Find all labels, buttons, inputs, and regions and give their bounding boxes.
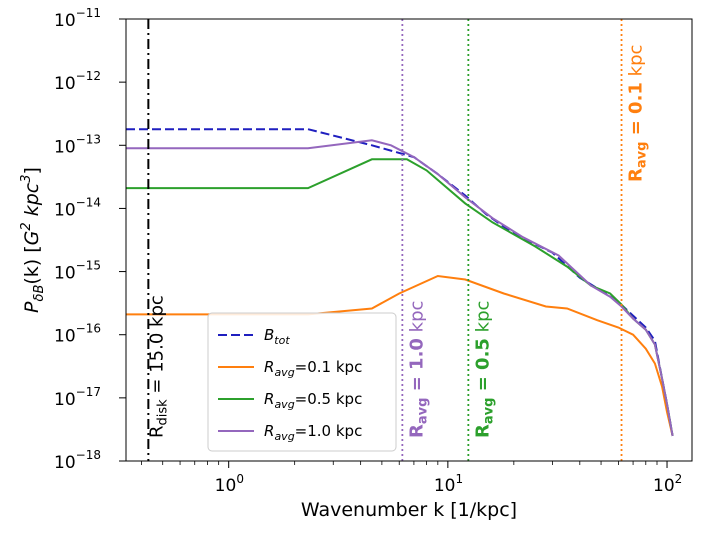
x-tick-label: 101 (434, 472, 463, 496)
y-tick-label: 10−15 (54, 259, 101, 284)
plot-frame (125, 18, 693, 462)
series-line-3 (126, 139, 674, 437)
y-tick-label: 10−12 (54, 69, 101, 94)
legend-entry-0: Btot (264, 326, 290, 347)
y-tick-label: 10−18 (54, 448, 101, 473)
legend-entry-1: Ravg=0.1 kpc (264, 358, 362, 379)
legend: Btot Ravg=0.1 kpc Ravg=0.5 kpc Ravg=1.0 kpc (207, 312, 397, 452)
y-tick-label: 10−13 (54, 132, 101, 157)
vline-label-R_avg_0.1: Ravg = 0.1 kpc (626, 45, 650, 182)
x-axis-label: Wavenumber k [1/kpc] (301, 499, 517, 521)
vline-label-R_avg_0.5: Ravg = 0.5 kpc (472, 301, 496, 438)
vline-label-R_disk: Rdisk = 15.0 kpc (146, 295, 170, 438)
vertical-marker-labels: Rdisk = 15.0 kpc Ravg = 1.0 kpc Ravg = 0.5… (146, 45, 649, 438)
y-tick-label: 10−17 (54, 385, 101, 410)
series-line-1 (126, 274, 674, 437)
plot-lines (126, 128, 674, 437)
vertical-marker-lines (147, 19, 623, 461)
vline-label-R_avg_1.0: Ravg = 1.0 kpc (406, 301, 430, 438)
x-tick-label: 102 (653, 472, 682, 496)
y-axis-label: PδB(k) [G2 kpc3] (19, 167, 47, 313)
x-tick-label: 100 (215, 472, 244, 496)
axis-ticks (119, 18, 668, 468)
y-tick-label: 10−14 (54, 195, 101, 220)
axis-tick-labels: 100 101 102 10−18 10−17 10−16 10−15 10−14 10−13 1… (54, 6, 682, 496)
y-tick-label: 10−16 (54, 322, 101, 347)
legend-box (207, 312, 397, 452)
legend-entry-2: Ravg=0.5 kpc (264, 390, 362, 411)
legend-entry-3: Ravg=1.0 kpc (264, 422, 362, 443)
y-tick-label: 10−11 (54, 6, 101, 31)
